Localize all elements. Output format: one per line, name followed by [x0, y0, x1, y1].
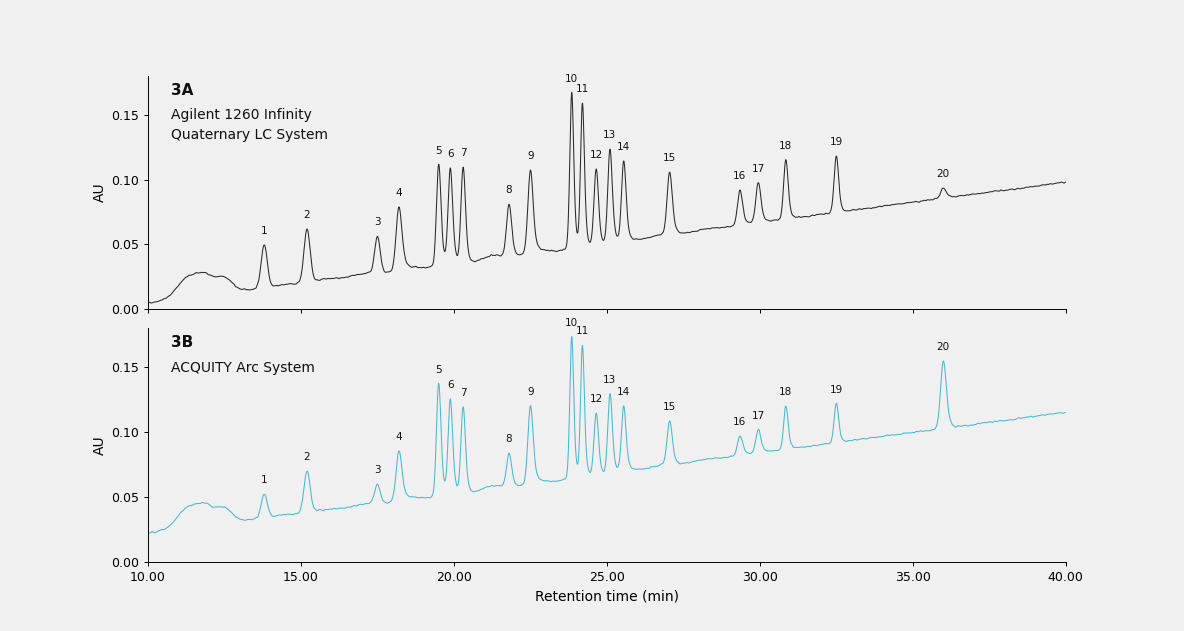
Text: 11: 11 — [575, 84, 588, 94]
Text: 16: 16 — [733, 171, 746, 181]
Text: 12: 12 — [590, 394, 603, 404]
Text: ACQUITY Arc System: ACQUITY Arc System — [170, 361, 315, 375]
Text: 7: 7 — [459, 388, 466, 398]
X-axis label: Retention time (min): Retention time (min) — [535, 589, 678, 603]
Text: 13: 13 — [603, 130, 617, 140]
Text: 3: 3 — [374, 465, 381, 475]
Text: 9: 9 — [527, 387, 534, 397]
Text: 6: 6 — [446, 149, 453, 159]
Text: 12: 12 — [590, 150, 603, 160]
Text: 9: 9 — [527, 151, 534, 162]
Text: 8: 8 — [506, 186, 513, 195]
Text: 5: 5 — [436, 146, 442, 156]
Text: 20: 20 — [937, 169, 950, 179]
Text: 1: 1 — [260, 475, 268, 485]
Text: 15: 15 — [663, 153, 676, 163]
Text: Agilent 1260 Infinity
Quaternary LC System: Agilent 1260 Infinity Quaternary LC Syst… — [170, 109, 328, 142]
Text: 3A: 3A — [170, 83, 193, 98]
Text: 14: 14 — [617, 142, 630, 152]
Text: 18: 18 — [779, 387, 792, 397]
Text: 19: 19 — [830, 137, 843, 147]
Text: 1: 1 — [260, 226, 268, 236]
Text: 2: 2 — [304, 452, 310, 462]
Text: 20: 20 — [937, 342, 950, 352]
Text: 18: 18 — [779, 141, 792, 151]
Text: 13: 13 — [603, 375, 617, 385]
Text: 10: 10 — [565, 318, 578, 328]
Text: 3: 3 — [374, 217, 381, 227]
Text: 16: 16 — [733, 417, 746, 427]
Text: 7: 7 — [459, 148, 466, 158]
Text: 4: 4 — [395, 432, 403, 442]
Text: 5: 5 — [436, 365, 442, 375]
Text: 19: 19 — [830, 384, 843, 394]
Text: 11: 11 — [575, 326, 588, 336]
Text: 6: 6 — [446, 380, 453, 390]
Text: 14: 14 — [617, 387, 630, 397]
Text: 2: 2 — [304, 210, 310, 220]
Y-axis label: AU: AU — [92, 435, 107, 454]
Text: 15: 15 — [663, 402, 676, 412]
Text: 17: 17 — [752, 163, 765, 174]
Text: 8: 8 — [506, 434, 513, 444]
Y-axis label: AU: AU — [92, 183, 107, 203]
Text: 4: 4 — [395, 188, 403, 198]
Text: 10: 10 — [565, 74, 578, 84]
Text: 3B: 3B — [170, 335, 193, 350]
Text: 17: 17 — [752, 411, 765, 420]
